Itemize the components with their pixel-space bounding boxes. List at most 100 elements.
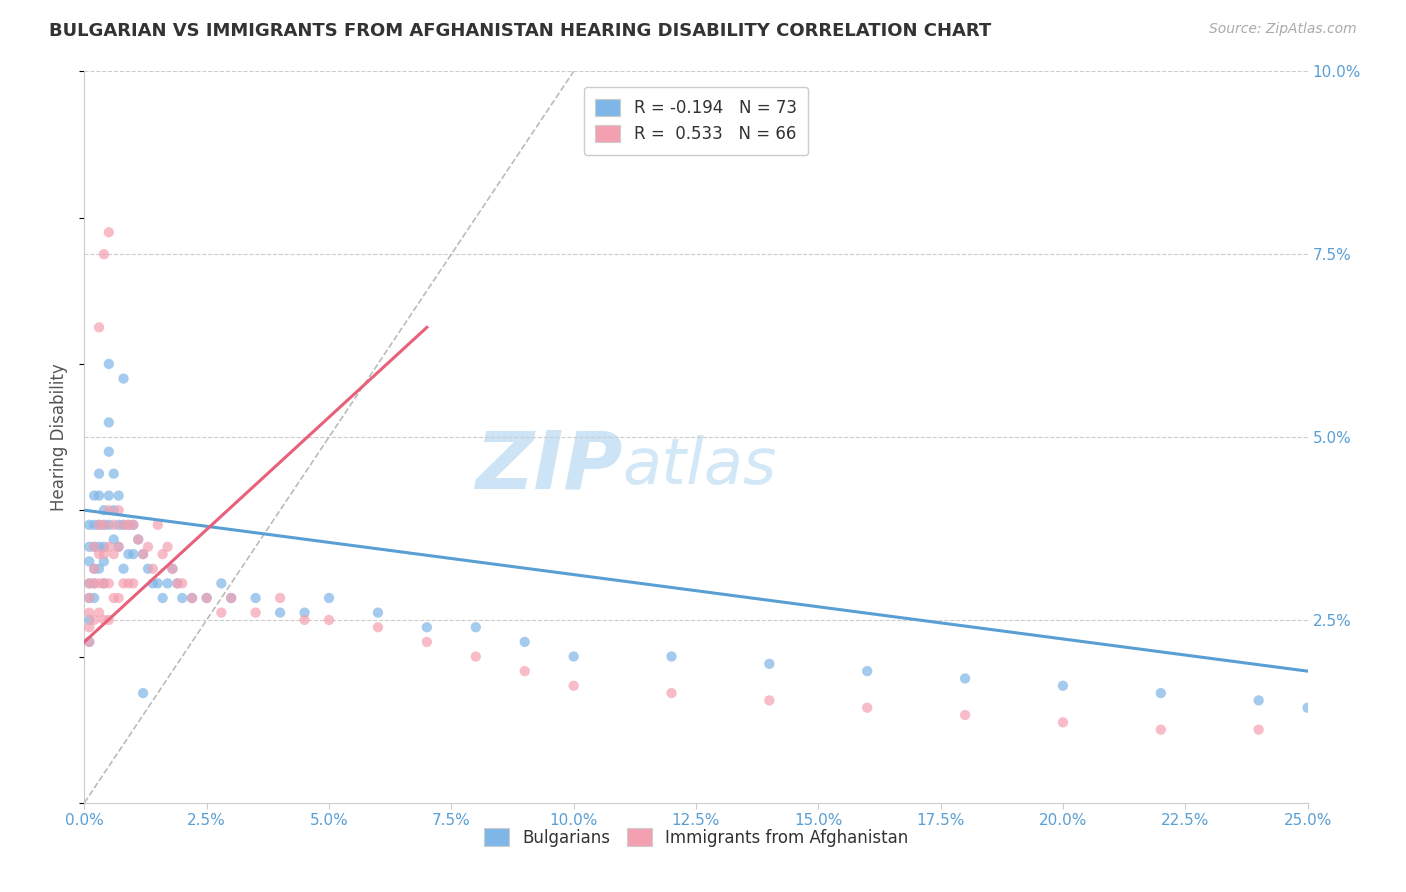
Point [245, 606, 267, 620]
Point [93, 576, 115, 591]
Point [195, 591, 218, 605]
Point [562, 679, 585, 693]
Point [1247, 693, 1270, 707]
Point [117, 517, 139, 532]
Point [269, 606, 291, 620]
Point [1296, 700, 1319, 714]
Text: Source: ZipAtlas.com: Source: ZipAtlas.com [1209, 22, 1357, 37]
Point [181, 591, 204, 605]
Point [107, 517, 129, 532]
Legend: Bulgarians, Immigrants from Afghanistan: Bulgarians, Immigrants from Afghanistan [474, 819, 918, 856]
Point [87, 320, 110, 334]
Point [562, 649, 585, 664]
Point [294, 606, 316, 620]
Point [93, 576, 115, 591]
Point [103, 547, 125, 561]
Point [513, 635, 536, 649]
Point [856, 700, 879, 714]
Point [953, 708, 976, 723]
Point [83, 489, 105, 503]
Point [77, 620, 100, 634]
Point [464, 620, 486, 634]
Point [219, 591, 242, 605]
Point [103, 591, 125, 605]
Point [87, 517, 110, 532]
Point [107, 540, 129, 554]
Point [97, 489, 120, 503]
Point [103, 517, 125, 532]
Point [245, 591, 267, 605]
Point [107, 540, 129, 554]
Point [77, 576, 100, 591]
Point [77, 591, 100, 605]
Point [209, 606, 232, 620]
Point [87, 562, 110, 576]
Point [166, 576, 188, 591]
Point [127, 533, 149, 547]
Point [416, 635, 439, 649]
Point [166, 576, 188, 591]
Point [93, 517, 115, 532]
Point [83, 540, 105, 554]
Point [156, 540, 179, 554]
Point [87, 540, 110, 554]
Point [112, 576, 135, 591]
Point [77, 517, 100, 532]
Point [122, 547, 145, 561]
Point [112, 371, 135, 385]
Point [156, 576, 179, 591]
Point [97, 357, 120, 371]
Point [152, 591, 174, 605]
Point [97, 225, 120, 239]
Point [953, 672, 976, 686]
Point [142, 576, 165, 591]
Point [77, 576, 100, 591]
Point [83, 562, 105, 576]
Point [83, 517, 105, 532]
Point [1052, 679, 1074, 693]
Point [103, 503, 125, 517]
Point [112, 517, 135, 532]
Point [318, 613, 340, 627]
Point [294, 613, 316, 627]
Point [112, 517, 135, 532]
Point [93, 540, 115, 554]
Point [1052, 715, 1074, 730]
Point [87, 517, 110, 532]
Point [1247, 723, 1270, 737]
Point [77, 635, 100, 649]
Point [97, 416, 120, 430]
Point [87, 576, 110, 591]
Point [146, 576, 169, 591]
Point [661, 686, 683, 700]
Point [162, 562, 184, 576]
Point [83, 613, 105, 627]
Point [856, 664, 879, 678]
Point [107, 489, 129, 503]
Point [87, 547, 110, 561]
Point [146, 517, 169, 532]
Point [77, 635, 100, 649]
Point [93, 517, 115, 532]
Point [107, 591, 129, 605]
Point [87, 489, 110, 503]
Point [117, 576, 139, 591]
Point [77, 540, 100, 554]
Point [93, 503, 115, 517]
Point [209, 576, 232, 591]
Y-axis label: Hearing Disability: Hearing Disability [51, 363, 69, 511]
Point [83, 562, 105, 576]
Point [367, 606, 389, 620]
Point [93, 247, 115, 261]
Point [117, 547, 139, 561]
Point [122, 517, 145, 532]
Point [83, 540, 105, 554]
Point [136, 562, 159, 576]
Point [172, 591, 194, 605]
Point [152, 547, 174, 561]
Point [132, 686, 155, 700]
Point [1150, 723, 1173, 737]
Point [513, 664, 536, 678]
Point [136, 540, 159, 554]
Point [416, 620, 439, 634]
